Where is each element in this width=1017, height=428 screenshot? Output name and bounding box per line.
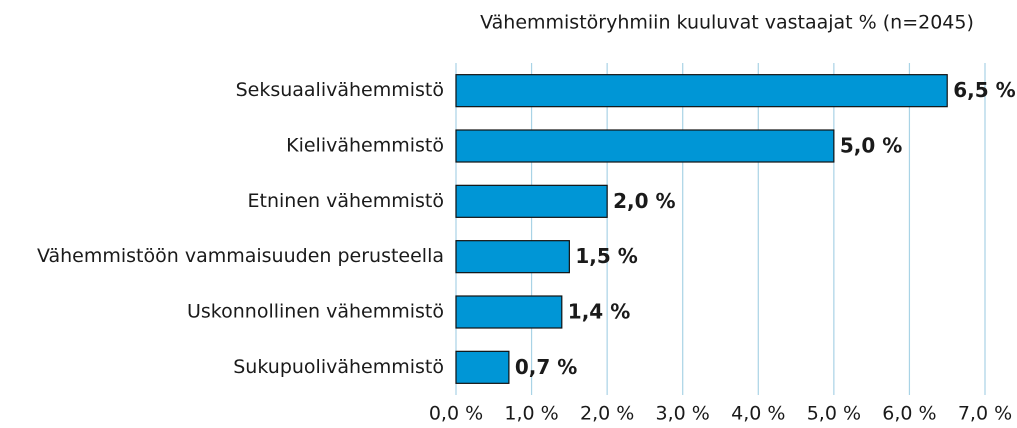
x-tick-label: 4,0 %	[731, 403, 785, 425]
chart-title: Vähemmistöryhmiin kuuluvat vastaajat % (…	[480, 12, 974, 34]
x-tick-label: 2,0 %	[580, 403, 634, 425]
bar	[455, 240, 570, 274]
value-label: 5,0 %	[840, 134, 902, 158]
x-tick-label: 6,0 %	[882, 403, 936, 425]
value-label: 0,7 %	[515, 355, 577, 379]
x-tick-label: 3,0 %	[656, 403, 710, 425]
x-tick-label: 0,0 %	[429, 403, 483, 425]
x-tick-label: 7,0 %	[958, 403, 1012, 425]
x-tick-label: 1,0 %	[504, 403, 558, 425]
y-tick-label: Vähemmistöön vammaisuuden perusteella	[37, 245, 444, 267]
y-tick-label: Uskonnollinen vähemmistö	[187, 301, 444, 323]
bar	[455, 184, 608, 218]
bar	[455, 74, 948, 108]
bar	[455, 129, 835, 163]
value-label: 2,0 %	[613, 189, 675, 213]
value-label: 6,5 %	[953, 78, 1015, 102]
value-label: 1,4 %	[568, 300, 630, 324]
bar	[455, 350, 510, 384]
bar	[455, 295, 563, 329]
x-tick-label: 5,0 %	[807, 403, 861, 425]
y-tick-label: Sukupuolivähemmistö	[233, 356, 444, 378]
y-tick-label: Etninen vähemmistö	[248, 190, 444, 212]
value-label: 1,5 %	[575, 244, 637, 268]
y-tick-label: Seksuaalivähemmistö	[236, 79, 444, 101]
y-tick-label: Kielivähemmistö	[286, 135, 444, 157]
